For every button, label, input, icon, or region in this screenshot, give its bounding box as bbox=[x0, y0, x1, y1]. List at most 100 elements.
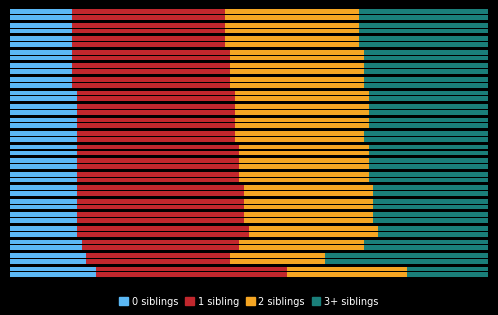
Bar bbox=[10, 226, 77, 231]
Bar bbox=[72, 23, 225, 28]
Bar bbox=[374, 212, 488, 217]
Bar bbox=[407, 272, 488, 277]
Bar bbox=[10, 191, 77, 196]
Bar bbox=[10, 266, 96, 272]
Bar bbox=[10, 104, 77, 109]
Bar bbox=[77, 117, 235, 123]
Bar bbox=[230, 77, 364, 82]
Bar bbox=[72, 56, 230, 60]
Bar bbox=[359, 15, 488, 20]
Bar bbox=[225, 23, 359, 28]
Bar bbox=[244, 212, 374, 217]
Bar bbox=[230, 56, 364, 60]
Bar bbox=[10, 9, 72, 14]
Bar bbox=[364, 63, 488, 68]
Bar bbox=[240, 145, 369, 150]
Bar bbox=[96, 272, 287, 277]
Bar bbox=[369, 104, 488, 109]
Bar bbox=[10, 117, 77, 123]
Bar bbox=[77, 96, 235, 101]
Bar bbox=[10, 151, 77, 155]
Bar bbox=[225, 15, 359, 20]
Bar bbox=[72, 69, 230, 74]
Bar bbox=[77, 104, 235, 109]
Bar bbox=[77, 164, 240, 169]
Bar bbox=[10, 232, 77, 237]
Bar bbox=[10, 212, 77, 217]
Bar bbox=[77, 137, 235, 142]
Legend: 0 siblings, 1 sibling, 2 siblings, 3+ siblings: 0 siblings, 1 sibling, 2 siblings, 3+ si… bbox=[116, 293, 382, 311]
Bar bbox=[364, 69, 488, 74]
Bar bbox=[77, 205, 244, 209]
Bar bbox=[369, 110, 488, 115]
Bar bbox=[72, 9, 225, 14]
Bar bbox=[77, 145, 240, 150]
Bar bbox=[10, 123, 77, 128]
Bar bbox=[10, 239, 82, 244]
Bar bbox=[96, 266, 287, 272]
Bar bbox=[235, 131, 364, 136]
Bar bbox=[244, 205, 374, 209]
Bar bbox=[359, 36, 488, 41]
Bar bbox=[240, 239, 364, 244]
Bar bbox=[364, 50, 488, 55]
Bar bbox=[364, 56, 488, 60]
Bar bbox=[364, 239, 488, 244]
Bar bbox=[10, 164, 77, 169]
Bar bbox=[10, 178, 77, 182]
Bar bbox=[244, 199, 374, 204]
Bar bbox=[77, 191, 244, 196]
Bar bbox=[374, 191, 488, 196]
Bar bbox=[10, 96, 77, 101]
Bar bbox=[369, 96, 488, 101]
Bar bbox=[77, 226, 249, 231]
Bar bbox=[244, 218, 374, 223]
Bar bbox=[369, 117, 488, 123]
Bar bbox=[378, 232, 488, 237]
Bar bbox=[240, 158, 369, 163]
Bar bbox=[364, 137, 488, 142]
Bar bbox=[77, 178, 240, 182]
Bar bbox=[72, 63, 230, 68]
Bar bbox=[359, 29, 488, 33]
Bar bbox=[230, 83, 364, 88]
Bar bbox=[10, 83, 72, 88]
Bar bbox=[230, 253, 326, 258]
Bar bbox=[369, 158, 488, 163]
Bar bbox=[72, 50, 230, 55]
Bar bbox=[369, 145, 488, 150]
Bar bbox=[240, 245, 364, 250]
Bar bbox=[369, 178, 488, 182]
Bar bbox=[10, 218, 77, 223]
Bar bbox=[82, 245, 240, 250]
Bar bbox=[326, 259, 488, 264]
Bar bbox=[77, 185, 244, 190]
Bar bbox=[374, 218, 488, 223]
Bar bbox=[235, 123, 369, 128]
Bar bbox=[225, 29, 359, 33]
Bar bbox=[230, 63, 364, 68]
Bar bbox=[72, 36, 225, 41]
Bar bbox=[10, 253, 87, 258]
Bar bbox=[235, 90, 369, 95]
Bar bbox=[10, 90, 77, 95]
Bar bbox=[10, 50, 72, 55]
Bar bbox=[72, 15, 225, 20]
Bar bbox=[77, 151, 240, 155]
Bar bbox=[10, 23, 72, 28]
Bar bbox=[10, 131, 77, 136]
Bar bbox=[72, 77, 230, 82]
Bar bbox=[10, 77, 72, 82]
Bar bbox=[77, 199, 244, 204]
Bar bbox=[10, 259, 87, 264]
Bar bbox=[374, 199, 488, 204]
Bar bbox=[10, 36, 72, 41]
Bar bbox=[225, 42, 359, 47]
Bar bbox=[10, 69, 72, 74]
Bar bbox=[359, 23, 488, 28]
Bar bbox=[72, 83, 230, 88]
Bar bbox=[235, 110, 369, 115]
Bar bbox=[244, 185, 374, 190]
Bar bbox=[77, 131, 235, 136]
Bar bbox=[77, 123, 235, 128]
